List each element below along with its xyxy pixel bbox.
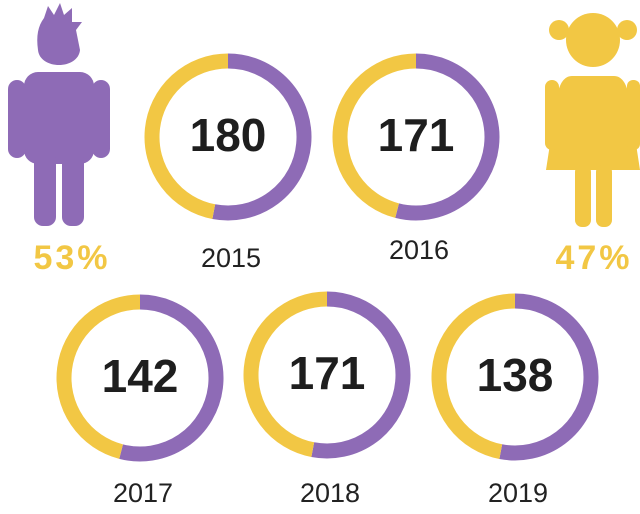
donut-segment [311,291,411,459]
donut-segment [395,53,500,221]
donut-center-label: 142 [102,350,179,402]
boy-icon [8,3,110,226]
donut-center-label: 138 [477,349,554,401]
donut-caption: 2015 [201,243,261,273]
girl-icon [545,13,640,227]
donut-segment [243,291,328,458]
donut-caption: 2017 [113,478,173,508]
boy-percent: 53% [33,239,110,277]
donut-segment [56,294,141,459]
donut-caption: 2018 [300,478,360,508]
girl-percent: 47% [555,239,632,277]
donut-segment [332,53,417,218]
donut-center-label: 171 [289,347,366,399]
donut-segment [119,294,224,462]
donut-segment [431,293,516,460]
donut-caption: 2019 [488,478,548,508]
donut-segment [144,53,229,220]
donut-center-label: 180 [190,109,267,161]
donut-segment [212,53,312,221]
donut-caption: 2016 [389,235,449,265]
donut-segment [499,293,599,461]
donut-center-label: 171 [378,109,455,161]
